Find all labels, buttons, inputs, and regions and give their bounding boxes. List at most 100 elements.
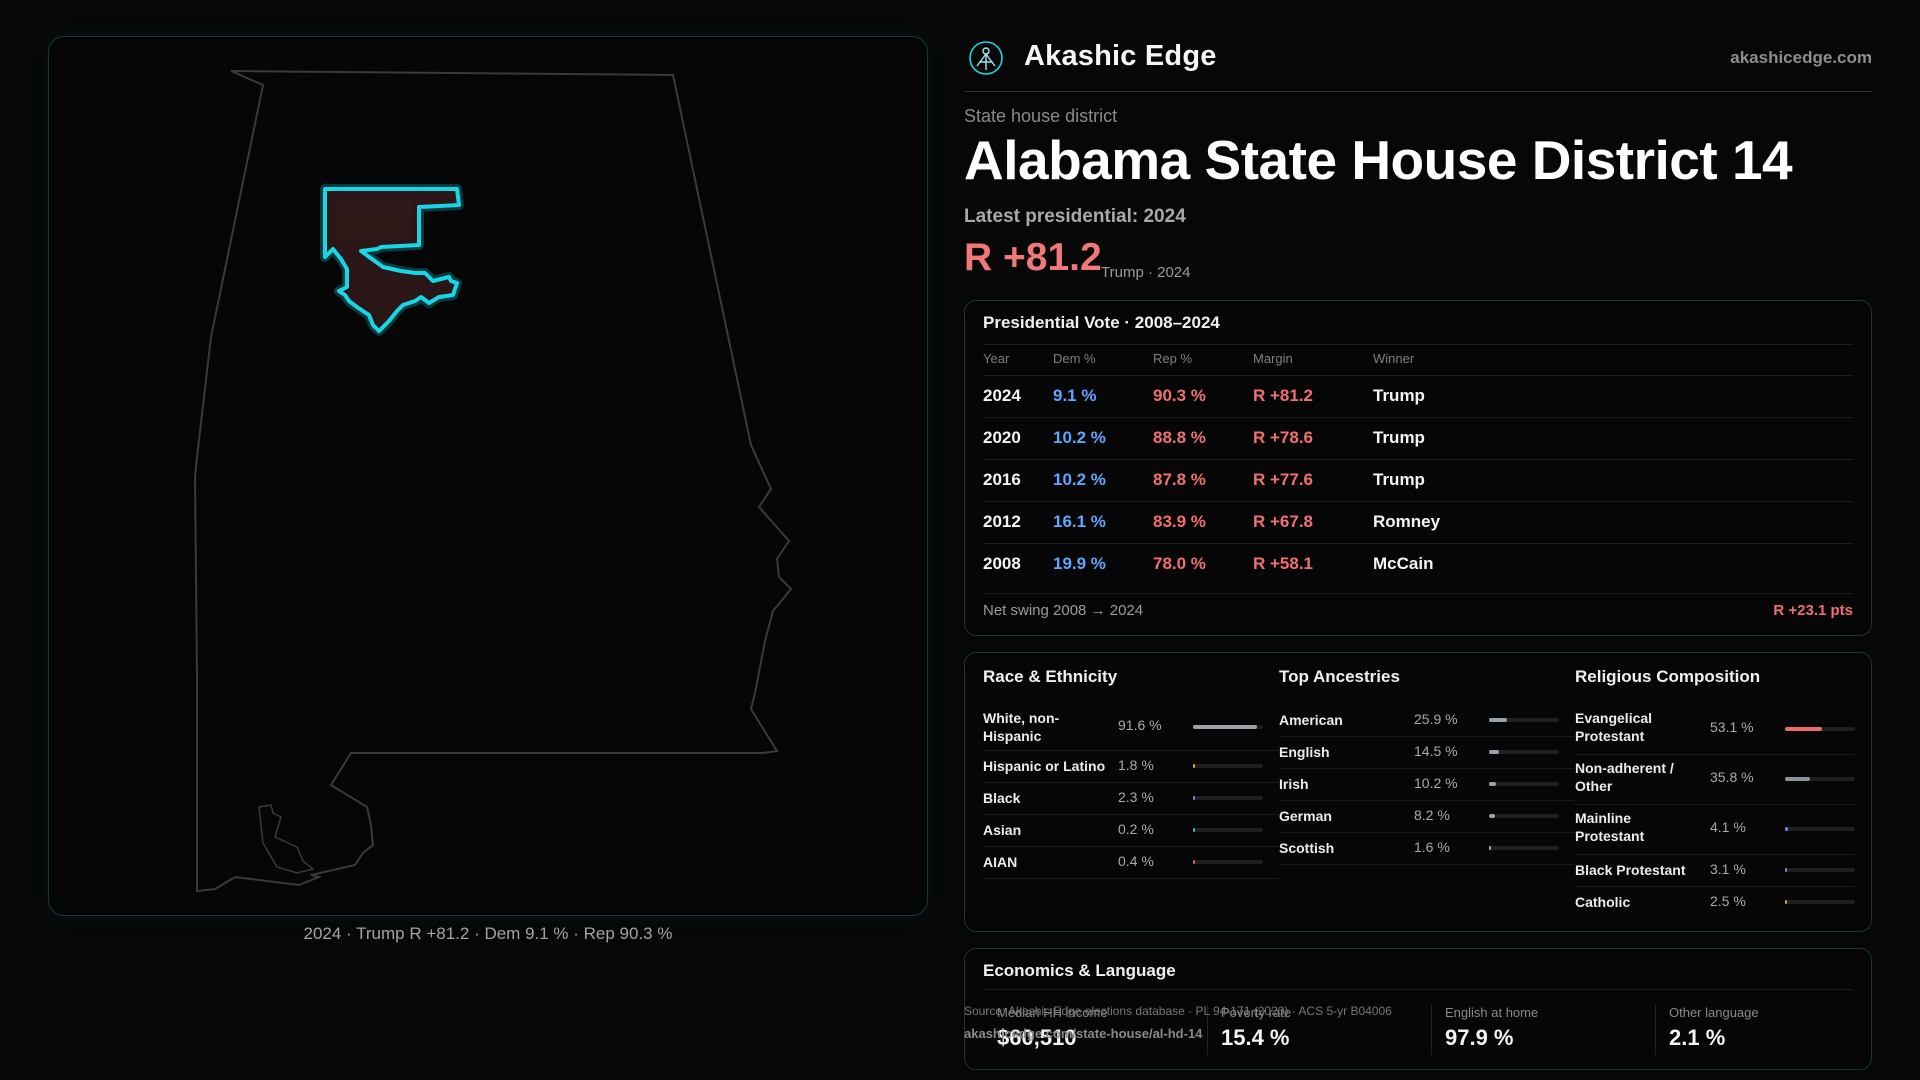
ancestry-label: American <box>1279 712 1343 728</box>
cell-dem: 9.1 % <box>1053 386 1097 405</box>
ancestry-bar-fill <box>1489 782 1496 786</box>
cell-year: 2012 <box>983 512 1021 531</box>
religion-bar-track <box>1785 727 1855 731</box>
district-inset <box>337 201 413 241</box>
ancestry-value: 8.2 % <box>1414 807 1450 823</box>
cell-rep: 88.8 % <box>1153 428 1206 447</box>
race-value: 91.6 % <box>1118 717 1162 733</box>
religion-value: 3.1 % <box>1710 861 1746 877</box>
ancestry-value: 14.5 % <box>1414 743 1458 759</box>
cell-dem: 10.2 % <box>1053 428 1106 447</box>
table-row: 2020 10.2 % 88.8 % R +78.6 Trump <box>983 417 1853 459</box>
site-link[interactable]: akashicedge.com <box>1730 48 1872 67</box>
ancestry-bar-track <box>1489 814 1559 818</box>
race-label: AIAN <box>983 854 1018 870</box>
religion-bar-track <box>1785 777 1855 781</box>
net-swing-row: Net swing 2008 → 2024 R +23.1 pts <box>983 593 1853 633</box>
cell-margin: R +67.8 <box>1253 512 1314 531</box>
race-value: 1.8 % <box>1118 757 1154 773</box>
ancestry-bar-fill <box>1489 846 1491 850</box>
map-caption: 2024 · Trump R +81.2 · Dem 9.1 % · Rep 9… <box>303 924 673 943</box>
cell-dem: 16.1 % <box>1053 512 1106 531</box>
ancestry-bar-fill <box>1489 750 1499 754</box>
table-row: 2016 10.2 % 87.8 % R +77.6 Trump <box>983 459 1853 501</box>
cell-winner: Trump <box>1373 428 1425 447</box>
stat-label: Poverty rate <box>1221 1005 1292 1020</box>
race-value: 0.2 % <box>1118 821 1154 837</box>
cell-dem: 10.2 % <box>1053 470 1106 489</box>
list-item: Asian 0.2 % <box>983 815 1279 847</box>
religion-label: Catholic <box>1575 894 1631 910</box>
col-header-winner: Winner <box>1373 351 1415 366</box>
stat-median-income: Median HH income $60,510 <box>983 1005 1183 1061</box>
brand-name: Akashic Edge <box>1024 40 1217 72</box>
cell-rep: 87.8 % <box>1153 470 1206 489</box>
religion-value: 53.1 % <box>1710 719 1754 735</box>
cell-margin: R +81.2 <box>1253 386 1314 405</box>
cell-year: 2008 <box>983 554 1021 573</box>
ancestry-label: Scottish <box>1279 840 1335 856</box>
cell-year: 2016 <box>983 470 1021 489</box>
cell-margin: R +77.6 <box>1253 470 1314 489</box>
stat-value: 15.4 % <box>1221 1025 1290 1050</box>
race-value: 2.3 % <box>1118 789 1154 805</box>
cell-year: 2024 <box>983 386 1021 405</box>
race-bar-fill <box>1193 860 1195 864</box>
religion-section-title: Religious Composition <box>1575 667 1761 686</box>
cell-dem: 19.9 % <box>1053 554 1106 573</box>
religion-bar-fill <box>1785 827 1788 831</box>
divider <box>1207 1005 1208 1055</box>
stat-label: English at home <box>1445 1005 1539 1020</box>
col-header-rep: Rep % <box>1153 351 1193 366</box>
ancestry-label: German <box>1279 808 1332 824</box>
stat-english-at-home: English at home 97.9 % <box>1431 1005 1631 1061</box>
cell-rep: 90.3 % <box>1153 386 1206 405</box>
economics-language-card: Economics & Language Median HH income $6… <box>964 948 1872 1070</box>
district-details: Akashic Edge akashicedge.com State house… <box>964 0 1872 1080</box>
religion-value: 35.8 % <box>1710 769 1754 785</box>
demographics-card: Race & Ethnicity White, non-Hispanic 91.… <box>964 652 1872 932</box>
race-section-title: Race & Ethnicity <box>983 667 1118 686</box>
list-item: Black 2.3 % <box>983 783 1279 815</box>
stat-value: 2.1 % <box>1669 1025 1726 1050</box>
religion-label: Non-adherent / Other <box>1575 760 1674 794</box>
religion-bar-track <box>1785 900 1855 904</box>
table-row: 2024 9.1 % 90.3 % R +81.2 Trump <box>983 375 1853 417</box>
stat-value: 97.9 % <box>1445 1025 1514 1050</box>
district-map[interactable] <box>48 36 928 916</box>
list-item: White, non-Hispanic 91.6 % <box>983 705 1279 751</box>
ancestry-section-title: Top Ancestries <box>1279 667 1400 686</box>
list-item: American 25.9 % <box>1279 705 1575 737</box>
race-label: Asian <box>983 822 1022 838</box>
religion-bar-track <box>1785 827 1855 831</box>
economics-card-title: Economics & Language <box>983 961 1176 980</box>
divider <box>983 989 1853 990</box>
ancestry-bar-track <box>1489 750 1559 754</box>
list-item: Hispanic or Latino 1.8 % <box>983 751 1279 783</box>
cell-rep: 78.0 % <box>1153 554 1206 573</box>
cell-winner: Romney <box>1373 512 1441 531</box>
race-bar-track <box>1193 828 1263 832</box>
state-outline <box>193 70 793 893</box>
stat-label: Other language <box>1669 1005 1759 1020</box>
mobile-bay <box>258 804 315 874</box>
stat-value: $60,510 <box>997 1025 1077 1050</box>
stat-label: Median HH income <box>997 1005 1108 1020</box>
net-swing-value: R +23.1 pts <box>1773 602 1853 619</box>
brand-header: Akashic Edge akashicedge.com <box>964 36 1872 92</box>
race-bar-fill <box>1193 764 1195 768</box>
list-item: Non-adherent / Other 35.8 % <box>1575 755 1855 805</box>
cell-winner: Trump <box>1373 470 1425 489</box>
headline-margin-sub: Trump · 2024 <box>1101 264 1191 281</box>
page-title: Alabama State House District 14 <box>964 129 1793 191</box>
list-item: Black Protestant 3.1 % <box>1575 855 1855 887</box>
religion-bar-fill <box>1785 868 1787 872</box>
race-bar-track <box>1193 725 1263 729</box>
source-url-link[interactable]: akashicedge.com/state-house/al-hd-14 <box>964 1026 1203 1041</box>
race-bar-track <box>1193 860 1263 864</box>
race-label: Black <box>983 790 1021 806</box>
ancestry-bar-fill <box>1489 814 1495 818</box>
religion-label: Mainline Protestant <box>1575 810 1645 844</box>
list-item: Evangelical Protestant 53.1 % <box>1575 705 1855 755</box>
list-item: Mainline Protestant 4.1 % <box>1575 805 1855 855</box>
